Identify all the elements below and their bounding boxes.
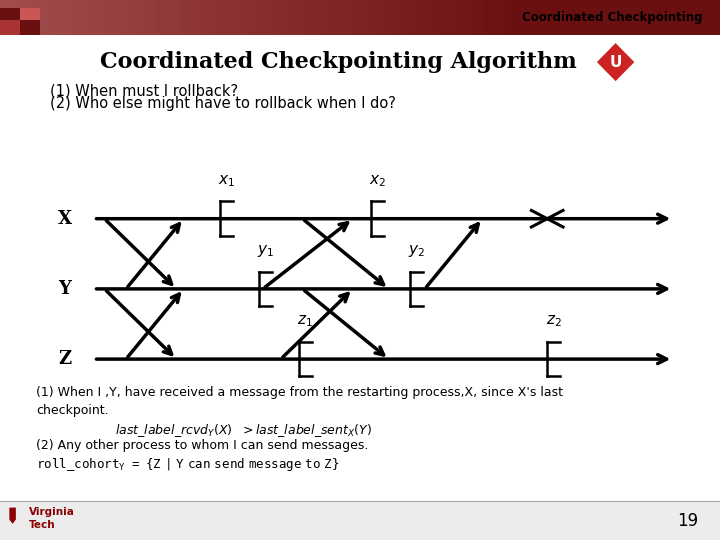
Text: $y_2$: $y_2$ [408, 243, 426, 259]
Bar [216, 0, 225, 35]
Bar [449, 0, 458, 35]
Bar [251, 0, 259, 35]
Text: 19: 19 [678, 511, 698, 530]
Text: X: X [58, 210, 72, 228]
Text: Tech: Tech [29, 520, 55, 530]
Text: Y: Y [58, 280, 71, 298]
Text: $z_2$: $z_2$ [546, 314, 562, 329]
Bar [0, 501, 720, 540]
Bar [35, 0, 43, 35]
Bar [181, 0, 190, 35]
Bar [164, 0, 173, 35]
Text: (2) Who else might have to rollback when I do?: (2) Who else might have to rollback when… [50, 96, 396, 111]
Bar [259, 0, 268, 35]
Bar [199, 0, 207, 35]
Bar [320, 0, 328, 35]
Text: (1) When I ,Y, have received a message from the restarting process,X, since X's : (1) When I ,Y, have received a message f… [36, 386, 563, 399]
Bar [492, 0, 501, 35]
Bar [389, 0, 397, 35]
Text: Z: Z [58, 350, 71, 368]
Bar [156, 0, 164, 35]
Bar [441, 0, 449, 35]
Bar [242, 0, 251, 35]
Bar [328, 0, 337, 35]
Bar [147, 0, 156, 35]
Bar [372, 0, 380, 35]
Bar [346, 0, 354, 35]
Bar [0, 20, 20, 35]
Bar [302, 0, 311, 35]
Text: Virginia: Virginia [29, 507, 75, 517]
Bar [43, 0, 52, 35]
Bar [501, 0, 510, 35]
Bar [294, 0, 302, 35]
Bar [423, 0, 432, 35]
Text: Coordinated Checkpointing Algorithm: Coordinated Checkpointing Algorithm [100, 51, 577, 73]
Bar [475, 0, 484, 35]
Text: U: U [609, 55, 622, 70]
Bar [20, 8, 40, 23]
Bar [9, 0, 17, 35]
Bar [337, 0, 346, 35]
Text: $\mathtt{roll\_cohort_Y\ =\ \{Z\ |\ Y\ can\ send\ message\ to\ Z\}}$: $\mathtt{roll\_cohort_Y\ =\ \{Z\ |\ Y\ c… [36, 456, 340, 473]
Bar [52, 0, 60, 35]
Bar [225, 0, 233, 35]
Bar [86, 0, 95, 35]
Bar [17, 0, 26, 35]
Bar [112, 0, 121, 35]
Bar [458, 0, 467, 35]
Bar [0, 8, 20, 23]
Text: Coordinated Checkpointing: Coordinated Checkpointing [521, 11, 702, 24]
Bar [26, 0, 35, 35]
Bar [0, 0, 720, 35]
Bar [467, 0, 475, 35]
Bar [397, 0, 406, 35]
Bar [276, 0, 285, 35]
Text: (1) When must I rollback?: (1) When must I rollback? [50, 83, 238, 98]
Bar [380, 0, 389, 35]
Bar [354, 0, 363, 35]
Bar [207, 0, 216, 35]
Bar [78, 0, 86, 35]
Bar [406, 0, 415, 35]
Text: checkpoint.: checkpoint. [36, 403, 109, 416]
Bar [233, 0, 242, 35]
Text: $z_1$: $z_1$ [297, 314, 313, 329]
Polygon shape [9, 508, 16, 524]
Bar [121, 0, 130, 35]
Text: $x_1$: $x_1$ [217, 173, 235, 189]
Bar [20, 20, 40, 35]
Bar [415, 0, 423, 35]
Bar [138, 0, 147, 35]
Bar [60, 0, 69, 35]
Text: (2) Any other process to whom I can send messages.: (2) Any other process to whom I can send… [36, 440, 369, 453]
Bar [69, 0, 78, 35]
Bar [0, 0, 9, 35]
Bar [173, 0, 181, 35]
Bar [130, 0, 138, 35]
Bar [484, 0, 492, 35]
Bar [190, 0, 199, 35]
Text: $x_2$: $x_2$ [369, 173, 386, 189]
Bar [285, 0, 294, 35]
Bar [311, 0, 320, 35]
Polygon shape [595, 42, 636, 83]
Bar [268, 0, 276, 35]
Bar [432, 0, 441, 35]
Text: $\mathit{last\_label\_rcvd_Y(X)\ \ >last\_label\_sent_X(Y)}$: $\mathit{last\_label\_rcvd_Y(X)\ \ >last… [115, 422, 372, 439]
Bar [104, 0, 112, 35]
Bar [95, 0, 104, 35]
Bar [363, 0, 372, 35]
Text: $y_1$: $y_1$ [257, 243, 274, 259]
Bar [510, 0, 518, 35]
